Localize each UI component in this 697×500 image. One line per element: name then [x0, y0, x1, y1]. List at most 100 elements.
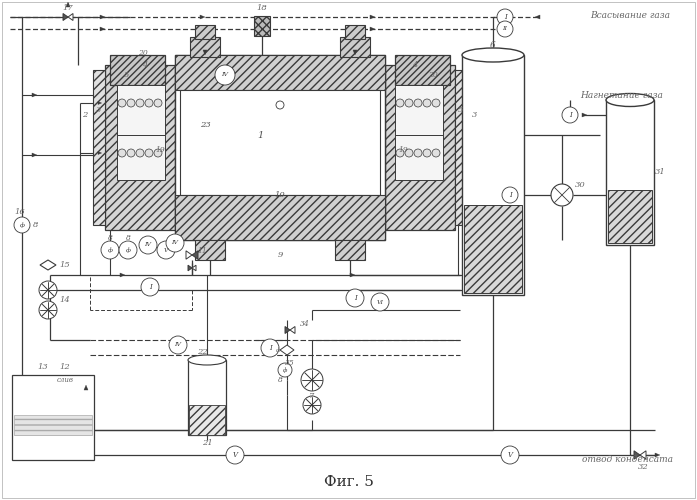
Circle shape — [261, 339, 279, 357]
Text: 19: 19 — [398, 146, 408, 154]
Circle shape — [169, 336, 187, 354]
Polygon shape — [582, 113, 587, 117]
Bar — [464, 205, 522, 293]
Text: 8: 8 — [107, 234, 112, 242]
Text: I: I — [509, 191, 512, 199]
Text: 11: 11 — [197, 247, 207, 255]
Circle shape — [497, 21, 513, 37]
Polygon shape — [370, 27, 375, 31]
Bar — [395, 85, 443, 135]
Text: Фиг. 5: Фиг. 5 — [323, 475, 374, 489]
Bar — [175, 55, 385, 90]
Text: I: I — [569, 111, 572, 119]
Text: 3: 3 — [96, 106, 102, 114]
Polygon shape — [192, 251, 198, 259]
Text: 2: 2 — [82, 111, 88, 119]
Text: 8: 8 — [125, 234, 130, 242]
Text: 21: 21 — [201, 439, 213, 447]
Circle shape — [502, 187, 518, 203]
Polygon shape — [280, 345, 294, 355]
Polygon shape — [120, 273, 125, 277]
Text: 30: 30 — [574, 181, 585, 189]
Text: ф: ф — [107, 247, 112, 253]
Polygon shape — [98, 152, 102, 154]
Bar — [93, 70, 105, 225]
Text: 7: 7 — [309, 392, 314, 400]
Text: 20: 20 — [428, 71, 438, 79]
Polygon shape — [350, 273, 355, 277]
Text: 5: 5 — [459, 106, 464, 114]
Circle shape — [136, 149, 144, 157]
Text: Всасывание газа: Всасывание газа — [590, 12, 670, 20]
Text: 20: 20 — [138, 49, 148, 57]
Bar — [345, 25, 365, 39]
Polygon shape — [40, 260, 56, 270]
Text: I: I — [148, 283, 151, 291]
Text: I: I — [504, 13, 507, 21]
Polygon shape — [84, 385, 88, 390]
Circle shape — [145, 149, 153, 157]
Polygon shape — [186, 251, 192, 259]
Bar — [254, 16, 270, 36]
Polygon shape — [353, 50, 357, 55]
Circle shape — [39, 301, 57, 319]
Bar — [335, 240, 365, 260]
Text: 12: 12 — [60, 363, 70, 371]
Circle shape — [139, 236, 157, 254]
Circle shape — [118, 99, 126, 107]
Circle shape — [497, 9, 513, 25]
Polygon shape — [200, 15, 205, 19]
Circle shape — [14, 217, 30, 233]
Polygon shape — [192, 265, 196, 271]
Circle shape — [371, 293, 389, 311]
Polygon shape — [535, 15, 540, 19]
Polygon shape — [290, 326, 295, 334]
Bar — [608, 190, 652, 243]
Polygon shape — [32, 93, 37, 97]
Polygon shape — [66, 2, 70, 7]
Circle shape — [141, 278, 159, 296]
Circle shape — [414, 99, 422, 107]
Text: Нагнетание газа: Нагнетание газа — [580, 90, 663, 100]
Polygon shape — [32, 153, 37, 157]
Text: IV: IV — [174, 342, 181, 347]
Ellipse shape — [462, 48, 524, 62]
Text: 8: 8 — [277, 376, 282, 384]
Circle shape — [127, 149, 135, 157]
Text: 32: 32 — [638, 463, 648, 471]
Bar — [180, 90, 380, 195]
Circle shape — [157, 241, 175, 259]
Text: 4: 4 — [413, 61, 418, 69]
Circle shape — [432, 99, 440, 107]
Text: 23: 23 — [199, 121, 210, 129]
Bar — [189, 405, 225, 435]
Text: IV: IV — [171, 240, 178, 246]
Polygon shape — [63, 14, 68, 20]
Text: IV: IV — [222, 72, 229, 78]
Circle shape — [432, 149, 440, 157]
Bar — [175, 195, 385, 240]
Circle shape — [276, 101, 284, 109]
Text: 6: 6 — [490, 40, 496, 50]
Circle shape — [154, 99, 162, 107]
Text: 3: 3 — [473, 111, 477, 119]
Circle shape — [405, 149, 413, 157]
Circle shape — [154, 149, 162, 157]
Text: I: I — [268, 344, 271, 352]
Polygon shape — [640, 451, 646, 459]
Text: 8: 8 — [33, 221, 39, 229]
Text: слив: слив — [56, 376, 73, 384]
Circle shape — [423, 149, 431, 157]
Bar — [14, 415, 92, 435]
Text: ф: ф — [125, 247, 130, 253]
Text: V: V — [164, 248, 168, 252]
Circle shape — [405, 99, 413, 107]
Text: 18: 18 — [256, 4, 268, 12]
Bar — [190, 37, 220, 57]
Circle shape — [562, 107, 578, 123]
Text: II: II — [503, 26, 507, 32]
Circle shape — [127, 99, 135, 107]
Polygon shape — [100, 27, 105, 31]
Bar — [105, 65, 175, 230]
Text: 19: 19 — [155, 146, 165, 154]
